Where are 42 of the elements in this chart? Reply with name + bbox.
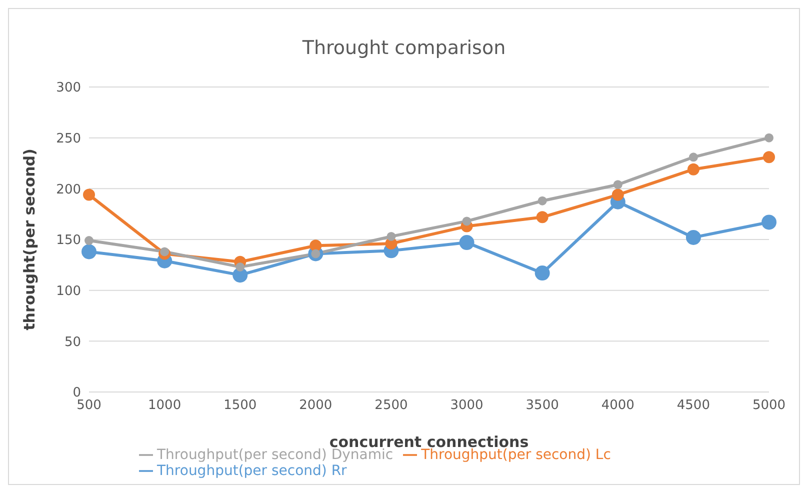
point (613, 180, 622, 190)
x-tick-label: 4500 (676, 398, 710, 414)
y-tick-label: 0 (72, 386, 81, 401)
x-tick-label: 2000 (299, 398, 332, 414)
point (686, 230, 701, 245)
point (764, 133, 774, 142)
y-tick-label: 300 (56, 80, 81, 96)
x-tick-label: 5000 (752, 398, 786, 414)
point (534, 266, 550, 281)
y-tick-label: 100 (56, 284, 81, 299)
legend-label: Throughput(per second) Lc (421, 447, 611, 463)
legend-label: Throughput(per second) Rr (157, 463, 347, 479)
point (763, 151, 775, 164)
x-tick-label: 1000 (148, 398, 182, 414)
point (82, 244, 96, 260)
point (612, 188, 624, 201)
x-tick-label: 4000 (601, 398, 634, 414)
point (688, 152, 698, 162)
point (84, 236, 94, 246)
point (310, 240, 322, 252)
x-tick-label: 3500 (526, 398, 559, 414)
point (536, 211, 548, 224)
y-tick-label: 200 (56, 182, 81, 198)
y-tick-label: 50 (64, 334, 81, 350)
legend-label: Throughput(per second) Dynamic (157, 447, 394, 463)
chart-title: Throught comparison (301, 36, 507, 61)
point (538, 196, 547, 206)
point (236, 262, 245, 272)
x-tick-label: 500 (76, 398, 102, 414)
point (160, 247, 170, 256)
point (83, 188, 95, 201)
point (687, 163, 700, 176)
point (462, 216, 472, 226)
x-tick-label: 1500 (224, 398, 257, 414)
point (386, 232, 396, 241)
y-axis-title: throught(per second) (20, 148, 38, 330)
x-tick-label: 3000 (450, 398, 484, 414)
y-tick-label: 250 (56, 131, 81, 146)
y-tick-label: 150 (56, 233, 81, 248)
point (762, 214, 776, 230)
point (459, 235, 474, 250)
x-tick-label: 2500 (374, 398, 408, 414)
